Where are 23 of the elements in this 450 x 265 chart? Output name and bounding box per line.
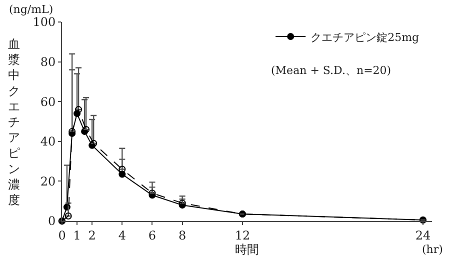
y-tick-label: 100 <box>32 15 56 30</box>
text: (hr) <box>422 243 443 256</box>
y-tick-label: 0 <box>48 214 56 228</box>
x-tick-label: 0 <box>58 228 66 242</box>
y-tick-label: 20 <box>40 174 56 188</box>
point <box>118 166 126 173</box>
x-tick-label: 2 <box>88 228 96 242</box>
legend-label: クエチアピン錠25mg <box>310 30 420 44</box>
x-tick-label: 12 <box>234 228 250 242</box>
x-tick-label: 1 <box>73 228 81 242</box>
point <box>75 106 82 114</box>
x-tick-label: 4 <box>118 228 126 242</box>
annotation: (Mean + S.D.、n=20) <box>271 64 392 77</box>
text: 血漿中クエチアピン濃度 <box>8 37 20 207</box>
x-tick-label: 24 <box>415 228 431 242</box>
x-tick-label: 6 <box>148 228 156 242</box>
y-tick-label: 60 <box>40 94 56 109</box>
x-axis-title: 時間 <box>235 242 259 256</box>
point <box>64 212 72 220</box>
text: (ng/mL) <box>9 3 54 16</box>
y-tick-label: 40 <box>40 134 56 149</box>
y-tick-label: 80 <box>40 55 56 69</box>
x-tick-label: 8 <box>178 228 186 242</box>
